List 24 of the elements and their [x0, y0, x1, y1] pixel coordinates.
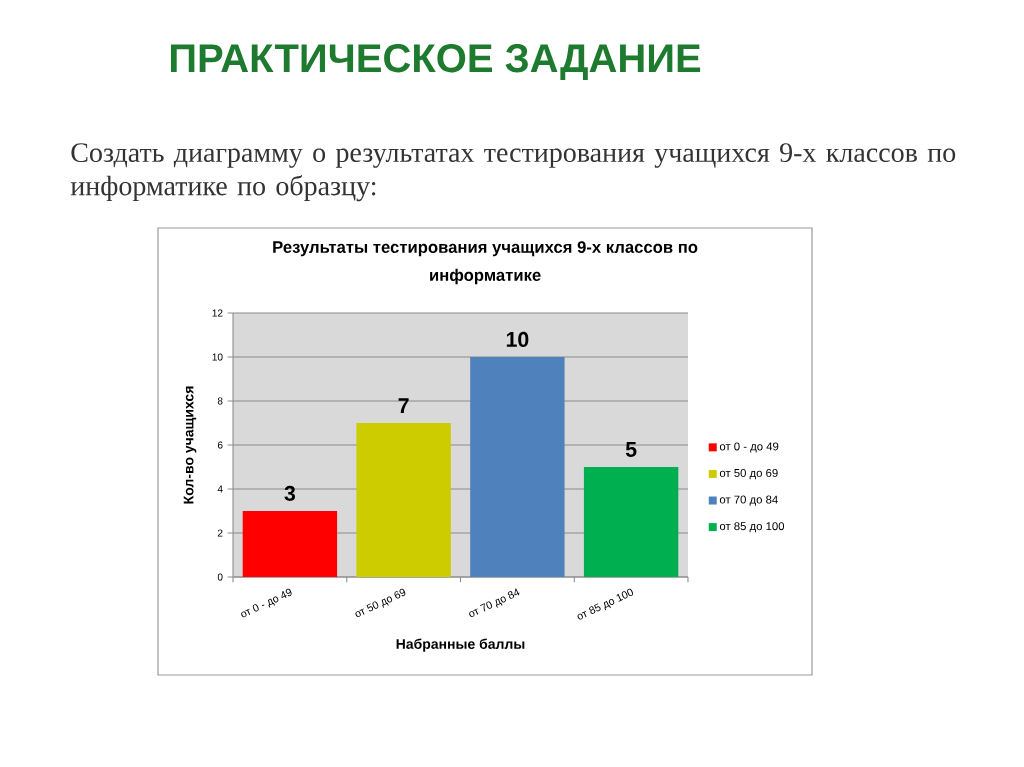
chart-title: Результаты тестирования учащихся 9-х классов по информатике: [273, 241, 698, 285]
y-tick-label: 12: [212, 309, 223, 317]
x-tick-label: от 85 до 100: [577, 588, 633, 620]
y-tick-label: 8: [217, 397, 223, 405]
data-label: 7: [398, 398, 409, 413]
x-tick-label: от 50 до 69: [355, 588, 406, 618]
y-tick-label: 10: [212, 353, 223, 361]
y-axis-title: Кол-во учащихся: [183, 386, 197, 504]
x-axis-title: Набранные баллы: [396, 638, 525, 652]
legend-label: от 50 до 69: [719, 468, 778, 480]
y-tick-label: 4: [217, 485, 223, 493]
legend-label: от 70 до 84: [719, 495, 778, 506]
data-label: 3: [284, 485, 296, 501]
legend-label: от 85 до 100: [719, 522, 785, 533]
y-tick-label: 6: [217, 441, 223, 449]
y-tick-label: 0: [217, 573, 223, 581]
legend-label: от 0 - до 49: [719, 442, 779, 453]
data-label: 5: [625, 442, 637, 457]
x-tick-label: от 70 до 84: [469, 588, 520, 618]
data-label: 10: [506, 331, 529, 347]
x-tick-label: от 0 - до 49: [241, 588, 292, 618]
text: Создать диаграмму о результатах тестирования учащихся 9-х классов по информатике по образцу:: [70, 143, 956, 202]
y-tick-label: 2: [217, 529, 223, 537]
text: ПРАКТИЧЕСКОЕ ЗАДАНИЕ: [170, 44, 701, 80]
